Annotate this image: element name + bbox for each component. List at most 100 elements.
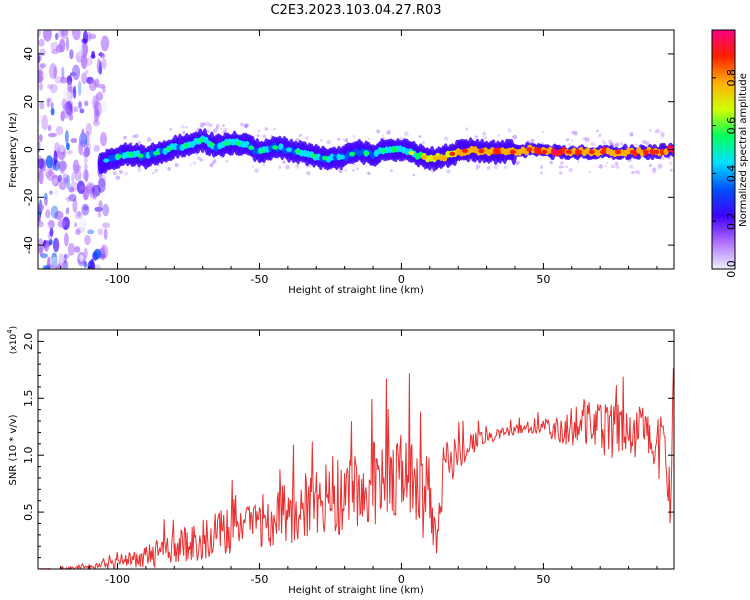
spectrogram-halo-point — [560, 161, 564, 165]
spectrogram-noise-blob — [84, 164, 88, 170]
spectrogram-noise-blob — [92, 95, 100, 110]
snr-ticks: -100 -50 0 50 2.0 1.5 1.0 0.5 — [22, 330, 674, 586]
colorbar-tick-label: 0.0 — [725, 260, 738, 278]
spectrogram-y-tick-label: 40 — [22, 47, 35, 61]
spectrogram-noise-blob — [43, 192, 48, 200]
spectrogram-noise-blob — [44, 224, 51, 229]
spectrogram-noise-blob — [63, 253, 70, 259]
spectrogram-noise-blob — [74, 246, 81, 253]
spectrogram-noise-blob — [38, 38, 45, 47]
spectrogram-peak-point — [449, 151, 456, 157]
spectrogram-noise-blob — [50, 101, 54, 109]
spectrogram-noise-blob — [45, 155, 54, 169]
spectrogram-halo-point — [530, 138, 535, 143]
spectrogram-noise-blob — [39, 244, 43, 257]
spectrogram-halo-point — [240, 122, 244, 127]
spectrogram-x-tick-label: 0 — [398, 273, 405, 286]
spectrogram-noise-blob — [81, 128, 85, 143]
spectrogram-halo-point — [507, 128, 512, 133]
spectrogram-noise-blob — [38, 63, 44, 70]
spectrogram-halo-point — [338, 169, 343, 173]
spectrogram-peak-point — [588, 149, 595, 155]
spectrogram-noise-blob — [101, 58, 107, 70]
spectrogram-halo-point — [497, 134, 500, 137]
spectrogram-halo-point — [254, 168, 260, 174]
spectrogram-noise-blob — [86, 57, 93, 66]
spectrogram-noise-blob — [38, 169, 44, 185]
spectrogram-halo-point — [169, 127, 173, 131]
spectrogram-noise-blob — [58, 174, 62, 183]
spectrogram-noise-blob — [83, 142, 92, 152]
spectrogram-noise-blob — [87, 229, 95, 235]
spectrogram-noise-blob — [68, 113, 74, 121]
colorbar: 0.0 0.2 0.4 0.6 0.8 Normalized spectral ampl… — [711, 29, 749, 278]
spectrogram-halo-point — [202, 122, 206, 126]
spectrogram-halo-point — [296, 164, 299, 167]
spectrogram-noise-blob — [49, 227, 54, 237]
spectrogram-halo-point — [475, 135, 479, 139]
snr-marks — [38, 367, 674, 569]
spectrogram-halo-point — [222, 124, 225, 127]
spectrogram-noise-blob — [38, 134, 43, 143]
snr-x-tick-label: 0 — [398, 573, 405, 586]
spectrogram-noise-blob — [61, 151, 65, 156]
spectrogram-noise-blob — [38, 220, 44, 228]
spectrogram-halo-point — [486, 166, 491, 170]
spectrogram-noise-blob — [66, 196, 72, 202]
spectrogram-y-tick-label: -20 — [22, 188, 35, 206]
spectrogram-noise-blob — [79, 254, 84, 262]
spectrogram-halo-point — [185, 126, 188, 129]
spectrogram-halo-point — [559, 171, 563, 175]
spectrogram-halo-point — [352, 169, 355, 172]
spectrogram-noise-blob — [55, 33, 59, 40]
spectrogram-halo-point — [345, 138, 349, 141]
spectrogram-noise-blob — [58, 181, 67, 190]
spectrogram-peak-point — [286, 147, 292, 152]
spectrogram-halo-point — [412, 173, 416, 177]
snr-x-axis-label: Height of straight line (km) — [288, 585, 424, 596]
spectrogram-noise-blob — [71, 64, 81, 81]
spectrogram-halo-point — [134, 134, 139, 139]
spectrogram-halo-point — [568, 167, 573, 173]
spectrogram-noise-blob — [81, 203, 90, 216]
spectrogram-noise-blob — [66, 142, 70, 151]
spectrogram-noise-blob — [49, 83, 58, 94]
spectrogram-halo-point — [590, 141, 595, 147]
spectrogram-noise-blob — [84, 101, 89, 107]
spectrogram-peak-point — [272, 145, 279, 150]
spectrogram-noise-blob — [54, 210, 64, 221]
spectrogram-halo-point — [112, 171, 117, 176]
spectrogram-halo-point — [475, 168, 478, 171]
spectrogram-halo-point — [649, 164, 653, 167]
spectrogram-noise-blob — [38, 203, 45, 212]
spectrogram-peak-point — [408, 150, 415, 156]
spectrogram-halo-point — [124, 172, 128, 176]
spectrogram-halo-point — [207, 129, 211, 133]
spectrogram-peak-point — [541, 149, 548, 155]
spectrogram-halo-point — [512, 135, 514, 138]
spectrogram-noise-blob — [100, 35, 110, 52]
spectrogram-noise-blob — [68, 186, 75, 193]
spectrogram-noise-blob — [93, 248, 102, 260]
spectrogram-noise-blob — [65, 207, 70, 215]
spectrogram-noise-blob — [63, 103, 70, 119]
spectrogram-x-tick-label: -100 — [105, 273, 130, 286]
spectrogram-noise-blob — [75, 229, 81, 236]
spectrogram-noise-blob — [44, 243, 49, 252]
spectrogram-noise-blob — [64, 232, 69, 247]
spectrogram-halo-point — [657, 163, 663, 169]
spectrogram-halo-point — [208, 123, 213, 128]
spectrogram-noise-blob — [59, 160, 66, 174]
spectrogram-halo-point — [606, 161, 609, 164]
snr-x-tick-label: -50 — [250, 573, 268, 586]
spectrogram-noise-blob — [100, 132, 107, 147]
spectrogram-noise-blob — [58, 160, 68, 172]
spectrogram-halo-point — [119, 170, 123, 174]
spectrogram-halo-point — [212, 159, 217, 164]
spectrogram-peak-point — [208, 142, 215, 147]
spectrogram-halo-point — [344, 139, 349, 143]
spectrogram-halo-point — [614, 143, 619, 148]
spectrogram-noise-blob — [44, 196, 48, 206]
spectrogram-halo-point — [181, 125, 185, 129]
